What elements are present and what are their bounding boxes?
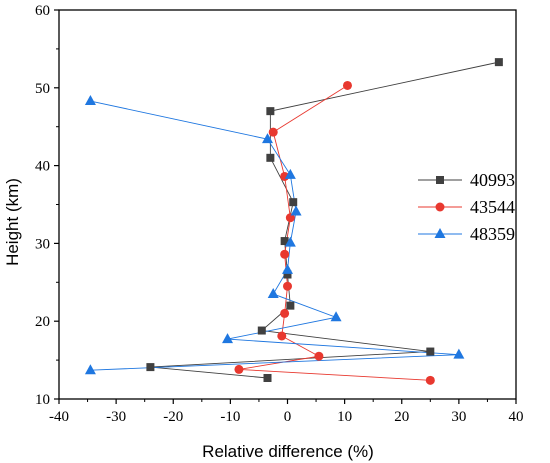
series-line-40993 [150,61,499,379]
data-point-43544 [425,375,435,385]
y-tick-label: 20 [35,314,50,330]
x-tick-label: 20 [394,409,409,425]
legend-marker-40993 [436,176,444,184]
data-point-48359 [282,263,293,274]
data-point-48359 [222,333,234,344]
data-point-48359 [290,205,302,216]
data-point-40993 [257,326,266,335]
x-tick-label: -30 [106,409,126,425]
data-point-40993 [146,363,155,372]
y-tick-label: 60 [35,3,50,19]
series-line-43544 [238,85,431,381]
y-tick-label: 10 [35,392,50,408]
x-axis-title: Relative difference (%) [202,442,374,461]
data-point-48359 [330,311,342,322]
data-point-43544 [234,364,244,374]
y-tick-label: 30 [35,236,50,252]
plot-frame [58,9,517,400]
x-tick-label: -20 [163,409,183,425]
data-point-43544 [277,331,287,341]
data-point-48359 [284,236,296,247]
data-point-43544 [314,351,324,361]
data-point-40993 [426,347,435,356]
data-point-40993 [266,107,275,116]
data-point-43544 [283,281,292,291]
data-point-48359 [84,95,96,106]
y-tick-label: 40 [35,159,50,175]
data-point-43544 [268,127,278,137]
data-point-40993 [286,301,295,310]
data-point-40993 [283,270,292,279]
x-tick-label: -40 [49,409,69,425]
legend-marker-48359 [434,228,446,238]
data-point-48359 [453,348,465,359]
legend-label-43544: 43544 [470,197,515,217]
series-lines [90,61,499,381]
data-point-40993 [494,58,503,67]
data-point-40993 [263,373,272,382]
x-tick-label: -10 [220,409,240,425]
data-point-43544 [280,249,290,259]
y-tick-label: 50 [35,81,50,97]
data-point-48359 [84,364,96,375]
x-tick-label: 0 [284,409,292,425]
data-point-40993 [289,198,298,207]
series-markers [84,58,503,385]
axes: -40 -30 -20 -10 0 10 20 30 40 10 20 30 40 50 60 [35,3,524,425]
legend-marker-43544 [435,202,445,212]
x-tick-label: 30 [451,409,466,425]
y-axis-title: Height (km) [3,178,22,266]
legend-label-48359: 48359 [470,224,515,244]
data-point-40993 [266,153,275,162]
series-line-48359 [90,100,459,371]
data-point-48359 [284,168,296,179]
data-point-48359 [267,287,279,298]
data-point-43544 [342,80,352,90]
legend-label-40993: 40993 [470,170,515,190]
data-point-40993 [280,237,289,246]
data-point-48359 [262,133,274,144]
data-point-43544 [280,308,290,318]
x-tick-label: 40 [509,409,524,425]
x-tick-label: 10 [337,409,352,425]
legend: 40993 43544 48359 [418,170,515,244]
